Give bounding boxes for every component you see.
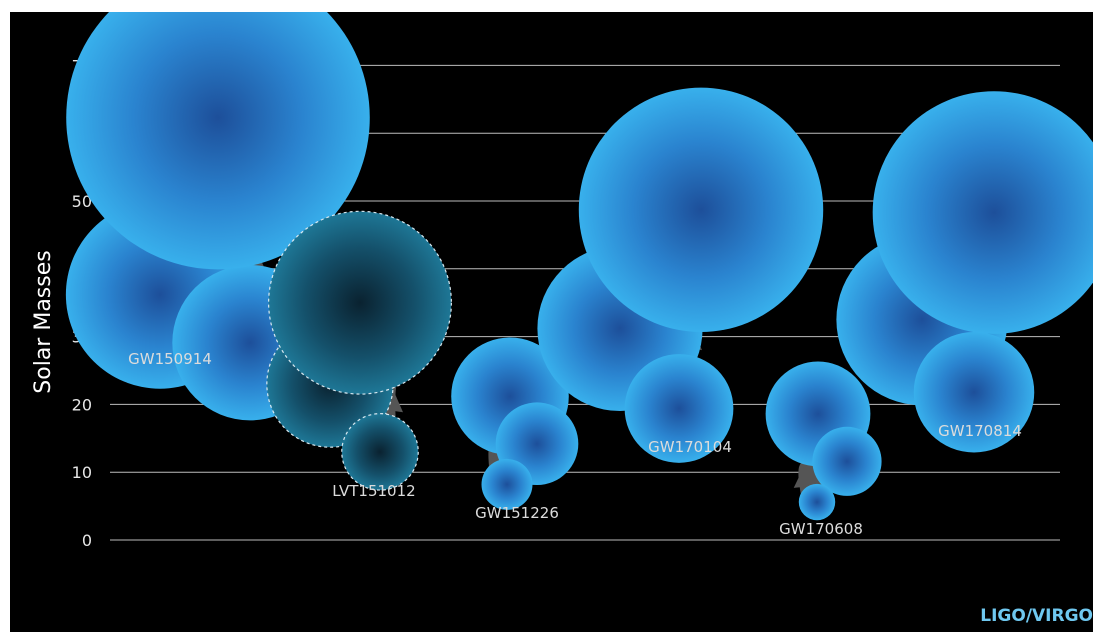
black-hole-final-bubble bbox=[798, 483, 836, 521]
black-hole-final-bubble bbox=[578, 87, 824, 333]
black-hole-final-bubble bbox=[66, 12, 370, 270]
black-hole-secondary-bubble bbox=[913, 331, 1035, 453]
event-label: GW170104 bbox=[648, 438, 732, 456]
chart-frame: 010203040506070 GW150914LVT151012GW15122… bbox=[10, 12, 1093, 632]
y-tick-label: 50 bbox=[72, 192, 92, 211]
y-tick-label: 20 bbox=[72, 395, 92, 414]
credit-text: LIGO/VIRGO bbox=[980, 606, 1093, 626]
black-hole-final-bubble bbox=[268, 210, 452, 395]
black-hole-secondary-bubble bbox=[624, 354, 734, 463]
black-hole-final-bubble bbox=[872, 91, 1093, 334]
event-label: GW150914 bbox=[128, 350, 212, 368]
y-tick-label: 0 bbox=[82, 531, 92, 550]
event-label: GW170814 bbox=[938, 422, 1022, 440]
merger-arrow-head bbox=[793, 460, 826, 488]
event-label: LVT151012 bbox=[332, 482, 415, 500]
y-tick-label: 10 bbox=[72, 463, 92, 482]
bubble-chart: 010203040506070 GW150914LVT151012GW15122… bbox=[31, 12, 1093, 550]
black-hole-final-bubble bbox=[481, 458, 533, 510]
event-label: GW151226 bbox=[475, 504, 559, 522]
event-label: GW170608 bbox=[779, 520, 863, 538]
y-axis-label: Solar Masses bbox=[31, 250, 56, 393]
black-hole-secondary-bubble bbox=[812, 426, 882, 496]
black-hole-secondary-bubble bbox=[341, 413, 419, 491]
